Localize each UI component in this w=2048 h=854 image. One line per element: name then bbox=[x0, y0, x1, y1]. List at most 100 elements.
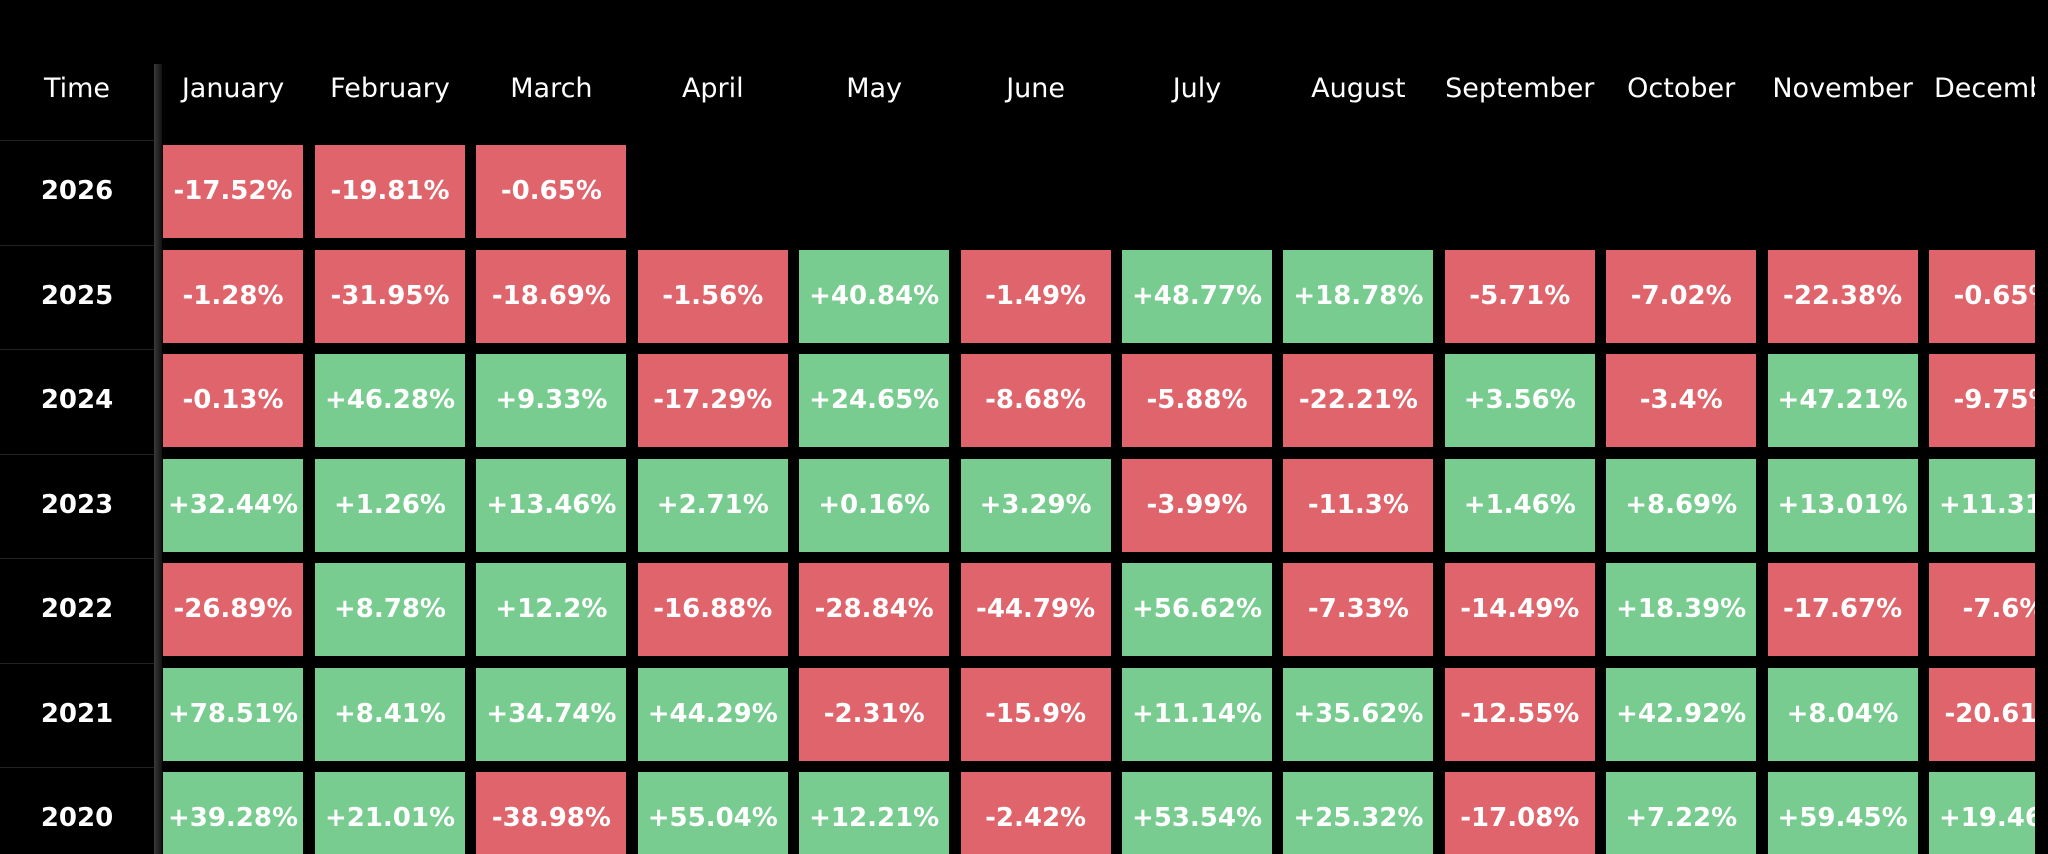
return-cell: +13.01% bbox=[1767, 458, 1918, 552]
year-label: 2020 bbox=[40, 803, 114, 833]
return-cell: -19.81% bbox=[315, 145, 465, 238]
return-cell: +47.21% bbox=[1767, 354, 1918, 447]
return-cell: -7.33% bbox=[1283, 563, 1434, 656]
year-label: 2022 bbox=[40, 594, 114, 624]
column-divider bbox=[154, 64, 162, 854]
return-cell: +48.77% bbox=[1122, 249, 1272, 343]
return-cell: -44.79% bbox=[960, 563, 1111, 656]
return-cell: -17.52% bbox=[163, 145, 303, 238]
return-cell: +55.04% bbox=[637, 772, 788, 854]
return-cell: -5.88% bbox=[1122, 354, 1272, 447]
month-header: October bbox=[1627, 73, 1736, 104]
return-cell: +12.2% bbox=[476, 563, 627, 656]
return-cell: -7.6% bbox=[1929, 563, 2035, 656]
return-cell: +8.04% bbox=[1767, 667, 1918, 761]
row-separator bbox=[0, 558, 154, 559]
return-cell: -22.38% bbox=[1767, 249, 1918, 343]
return-cell: -8.68% bbox=[960, 354, 1111, 447]
return-cell: -20.61% bbox=[1929, 667, 2035, 761]
return-cell: +25.32% bbox=[1283, 772, 1434, 854]
return-cell: -2.42% bbox=[960, 772, 1111, 854]
return-cell: -28.84% bbox=[799, 563, 950, 656]
return-cell: -7.02% bbox=[1606, 249, 1757, 343]
return-cell: +78.51% bbox=[163, 667, 303, 761]
return-cell: +56.62% bbox=[1122, 563, 1272, 656]
return-cell: +0.16% bbox=[799, 458, 950, 552]
year-label: 2024 bbox=[40, 385, 114, 415]
return-cell: +3.29% bbox=[960, 458, 1111, 552]
return-cell: -1.49% bbox=[960, 249, 1111, 343]
return-cell: +32.44% bbox=[163, 458, 303, 552]
month-header: September bbox=[1445, 73, 1595, 104]
return-cell: +42.92% bbox=[1606, 667, 1757, 761]
return-cell: +9.33% bbox=[476, 354, 627, 447]
return-cell: +18.78% bbox=[1283, 249, 1434, 343]
month-header: November bbox=[1772, 73, 1913, 104]
return-cell: -15.9% bbox=[960, 667, 1111, 761]
return-cell: +59.45% bbox=[1767, 772, 1918, 854]
row-separator bbox=[0, 453, 154, 455]
return-cell: +18.39% bbox=[1606, 563, 1757, 656]
return-cell: +8.78% bbox=[315, 563, 465, 656]
return-cell: -0.65% bbox=[476, 145, 627, 238]
month-header: May bbox=[846, 73, 903, 104]
return-cell: +3.56% bbox=[1444, 354, 1595, 447]
return-cell: +13.46% bbox=[476, 458, 627, 552]
return-cell: +35.62% bbox=[1283, 667, 1434, 761]
return-cell: -22.21% bbox=[1283, 354, 1434, 447]
return-cell: -17.67% bbox=[1767, 563, 1918, 656]
month-header: July bbox=[1172, 73, 1222, 104]
return-cell: -3.99% bbox=[1122, 458, 1272, 552]
row-separator bbox=[0, 767, 154, 768]
return-cell: -1.28% bbox=[163, 249, 303, 343]
return-cell: -31.95% bbox=[315, 249, 465, 343]
year-label: 2026 bbox=[40, 176, 114, 206]
return-cell: -38.98% bbox=[476, 772, 627, 854]
return-cell: +53.54% bbox=[1122, 772, 1272, 854]
return-cell: +24.65% bbox=[799, 354, 950, 447]
return-cell: +12.21% bbox=[799, 772, 950, 854]
return-cell: -5.71% bbox=[1444, 249, 1595, 343]
month-header: August bbox=[1311, 73, 1406, 104]
return-cell: -12.55% bbox=[1444, 667, 1595, 761]
return-cell: +8.69% bbox=[1606, 458, 1757, 552]
return-cell: +1.46% bbox=[1444, 458, 1595, 552]
return-cell: +44.29% bbox=[637, 667, 788, 761]
return-cell: -17.29% bbox=[637, 354, 788, 447]
return-cell: -14.49% bbox=[1444, 563, 1595, 656]
return-cell: +46.28% bbox=[315, 354, 465, 447]
return-cell: +8.41% bbox=[315, 667, 465, 761]
return-cell: -9.75% bbox=[1929, 354, 2035, 447]
row-separator bbox=[0, 140, 154, 141]
return-cell: -0.13% bbox=[163, 354, 303, 447]
month-header: December bbox=[1933, 73, 2035, 104]
return-cell: +1.26% bbox=[315, 458, 465, 552]
month-header: June bbox=[1006, 73, 1065, 104]
month-header: March bbox=[510, 73, 593, 104]
return-cell: -1.56% bbox=[637, 249, 788, 343]
month-header: February bbox=[330, 73, 450, 104]
month-header: April bbox=[681, 73, 744, 104]
row-separator bbox=[0, 244, 154, 246]
row-separator bbox=[0, 662, 154, 664]
year-label: 2025 bbox=[40, 280, 114, 311]
return-cell: -2.31% bbox=[799, 667, 950, 761]
return-cell: -26.89% bbox=[163, 563, 303, 656]
return-cell: +2.71% bbox=[637, 458, 788, 552]
row-separator bbox=[0, 349, 154, 350]
return-cell: -18.69% bbox=[476, 249, 627, 343]
return-cell: -11.3% bbox=[1283, 458, 1434, 552]
return-cell: -16.88% bbox=[637, 563, 788, 656]
return-cell: +21.01% bbox=[315, 772, 465, 854]
return-cell: +7.22% bbox=[1606, 772, 1757, 854]
return-cell: -17.08% bbox=[1444, 772, 1595, 854]
return-cell: +40.84% bbox=[799, 249, 950, 343]
year-label: 2021 bbox=[40, 698, 114, 729]
month-header: January bbox=[181, 73, 285, 104]
return-cell: +11.14% bbox=[1122, 667, 1272, 761]
year-label: 2023 bbox=[40, 489, 114, 520]
time-header: Time bbox=[43, 73, 111, 104]
return-cell: +19.46% bbox=[1929, 772, 2035, 854]
